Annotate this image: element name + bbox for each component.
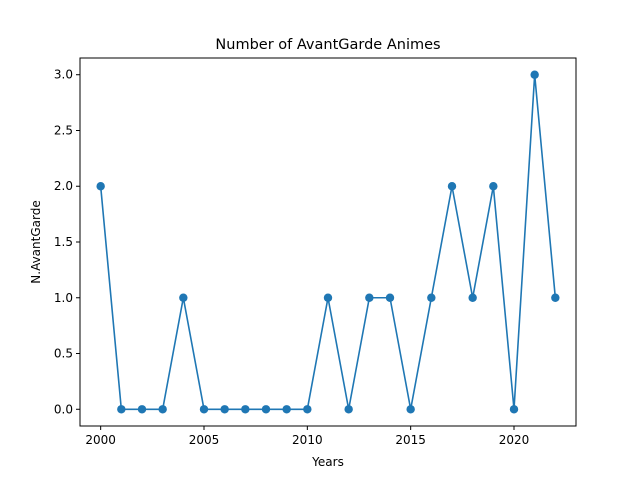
chart-title: Number of AvantGarde Animes xyxy=(215,37,440,53)
data-point-marker xyxy=(261,405,271,414)
data-point-marker xyxy=(179,293,188,302)
x-axis-ticks: 2000 2005 2010 2015 2020 xyxy=(85,426,529,447)
x-tick-label: 2005 xyxy=(189,433,220,447)
y-tick-label: 1.5 xyxy=(54,235,73,249)
y-tick-label: 0.5 xyxy=(54,347,73,361)
data-point-marker xyxy=(137,405,147,414)
data-point-marker xyxy=(551,293,560,302)
data-point-marker xyxy=(199,405,209,414)
data-point-marker xyxy=(241,405,250,414)
y-tick-label: 3.0 xyxy=(54,68,73,82)
data-point-marker xyxy=(282,405,291,414)
data-point-marker xyxy=(303,405,312,414)
x-tick-label: 2010 xyxy=(292,433,323,447)
data-point-marker xyxy=(385,293,395,302)
data-point-marker xyxy=(344,405,353,414)
x-axis-label: Years xyxy=(311,455,344,469)
data-point-marker xyxy=(468,293,477,302)
x-tick-label: 2020 xyxy=(499,433,530,447)
y-tick-label: 1.0 xyxy=(54,291,73,305)
y-axis-label: N.AvantGarde xyxy=(29,200,43,283)
data-point-marker xyxy=(365,293,374,302)
x-tick-label: 2000 xyxy=(85,433,116,447)
data-point-marker xyxy=(96,182,105,191)
y-tick-label: 2.0 xyxy=(54,179,73,193)
plot-area xyxy=(96,70,560,414)
data-point-marker xyxy=(447,182,457,191)
y-axis-ticks: 0.0 0.5 1.0 1.5 2.0 2.5 3.0 xyxy=(54,68,80,416)
data-point-marker xyxy=(509,405,519,414)
x-tick-label: 2015 xyxy=(395,433,426,447)
data-point-marker xyxy=(220,405,229,414)
y-tick-label: 2.5 xyxy=(54,123,73,137)
data-point-marker xyxy=(158,405,167,414)
data-point-marker xyxy=(427,293,436,302)
y-tick-label: 0.0 xyxy=(54,402,73,416)
data-point-marker xyxy=(406,405,415,414)
data-point-marker xyxy=(530,70,539,79)
data-point-marker xyxy=(489,182,498,191)
data-point-marker xyxy=(117,405,126,414)
data-point-marker xyxy=(323,293,333,302)
